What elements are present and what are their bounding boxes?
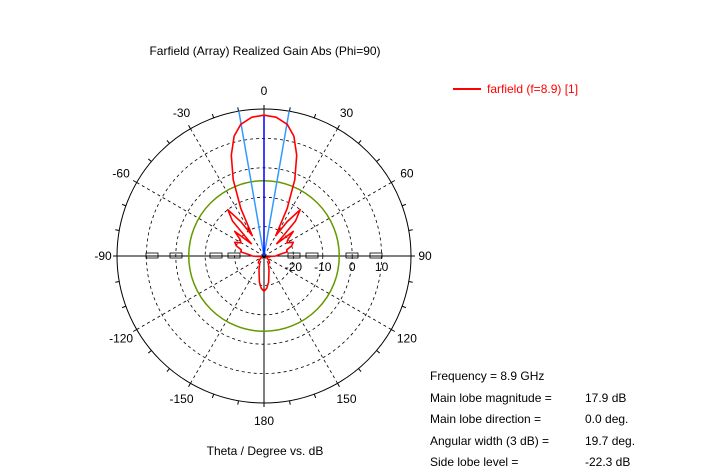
grid-spoke [263,182,392,257]
outer-tick [401,203,407,207]
outer-tick [358,140,362,144]
grid-spoke [263,255,392,330]
beamwidth-line [263,111,290,257]
angle-tick-label: -150 [169,392,193,406]
chart-title: Farfield (Array) Realized Gain Abs (Phi=… [149,44,381,58]
axis-marker [369,252,383,259]
stat-value: 19.7 deg. [585,433,636,448]
stat-side-lobe-level: Side lobe level = -22.3 dB [430,452,635,474]
outer-tick [211,393,215,399]
angle-tick-label: 180 [254,414,274,428]
beamwidth-line [238,111,265,257]
legend-swatch [453,88,481,90]
axis-marker [227,252,241,259]
outer-tick [188,383,191,388]
stat-angular-width: Angular width (3 dB) = 19.7 deg. [430,431,635,453]
outer-tick [211,113,215,119]
angle-tick-label: 150 [336,392,356,406]
legend: farfield (f=8.9) [1] [453,82,578,96]
stat-label: Main lobe direction = [430,412,542,426]
grid-spoke [136,182,265,257]
angle-tick-label: -120 [109,332,133,346]
outer-tick [237,107,239,112]
outer-tick [121,305,127,309]
outer-tick [115,229,120,231]
angle-tick-label: 30 [340,106,354,120]
stat-main-lobe-direction: Main lobe direction = 0.0 deg. [430,409,635,431]
axis-marker [305,252,319,259]
stat-label: Side lobe level = [430,455,519,469]
radial-tick-label: -20 [285,260,303,274]
outer-tick [408,229,413,231]
outer-tick [376,350,380,354]
outer-tick [148,158,152,162]
outer-tick [237,400,239,405]
outer-tick [313,113,317,119]
outer-tick [121,203,127,207]
outer-tick [337,383,340,388]
grid-spoke [136,255,265,330]
outer-tick [132,180,137,183]
outer-tick [148,350,152,354]
stat-frequency: Frequency = 8.9 GHz [430,366,635,388]
stat-main-lobe-magnitude: Main lobe magnitude = 17.9 dB [430,388,635,410]
outer-tick [376,158,380,162]
axis-marker [169,252,183,259]
radial-tick-label: -10 [314,260,332,274]
stats-panel: Frequency = 8.9 GHz Main lobe magnitude … [430,366,635,474]
outer-tick [313,393,317,399]
angle-tick-label: 60 [400,167,414,181]
x-axis-label: Theta / Degree vs. dB [206,444,324,458]
grid-spoke [190,255,265,384]
radial-tick-label: 10 [375,260,389,274]
outer-tick [408,281,413,283]
stat-label: Angular width (3 dB) = [430,433,550,448]
radial-tick-label: 0 [349,260,356,274]
outer-tick [132,329,137,332]
angle-tick-label: -30 [173,106,191,120]
outer-tick [289,400,291,405]
angle-tick-label: -60 [112,167,130,181]
stat-label: Main lobe magnitude = [430,390,552,405]
stat-value: -22.3 dB [585,455,631,469]
outer-tick [358,368,362,372]
axis-marker [287,252,301,259]
outer-tick [337,124,340,129]
outer-tick [166,368,170,372]
stat-value: 17.9 dB [585,390,627,405]
outer-tick [188,124,191,129]
legend-label: farfield (f=8.9) [1] [487,82,579,96]
angle-tick-label: 90 [418,249,432,263]
outer-tick [115,281,120,283]
outer-tick [401,305,407,309]
axis-marker [209,252,223,259]
angle-tick-label: 0 [261,84,268,98]
outer-tick [391,180,396,183]
series-trace [227,114,302,293]
outer-tick [166,140,170,144]
axis-marker [345,252,359,259]
stat-label: Frequency = 8.9 GHz [430,369,545,383]
outer-tick [391,329,396,332]
angle-tick-label: 120 [397,332,417,346]
outer-tick [289,107,291,112]
stat-value: 0.0 deg. [585,412,629,426]
grid-spoke [263,255,338,384]
angle-tick-label: -90 [94,249,112,263]
axis-marker [145,252,159,259]
